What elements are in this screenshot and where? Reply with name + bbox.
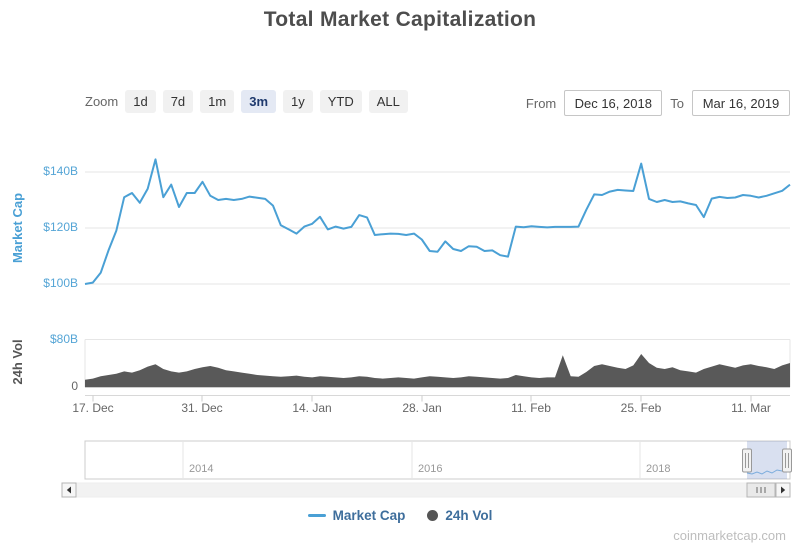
zoom-button-7d[interactable]: 7d [162, 90, 194, 113]
scrollbar-track[interactable] [75, 482, 777, 498]
navigator-handle-left[interactable] [742, 448, 752, 473]
zoom-button-1y[interactable]: 1y [283, 90, 313, 113]
xlabel-28jan: 28. Jan [402, 401, 441, 415]
scrollbar-right-arrow-button[interactable] [775, 482, 791, 498]
volume-axis-title: 24h Vol [10, 339, 25, 384]
ytick-140b: $140B [43, 164, 78, 178]
navigator-year-2016: 2016 [418, 463, 442, 475]
from-label: From [525, 95, 557, 111]
market-cap-line [84, 158, 791, 285]
scrollbar-thumb[interactable] [746, 482, 776, 498]
ytick-vol-80b: $80B [50, 332, 78, 346]
navigator-gridlines [182, 441, 641, 479]
zoom-button-1d[interactable]: 1d [125, 90, 156, 113]
xlabel-11mar: 11. Mar [731, 401, 771, 415]
ytick-vol-0: 0 [71, 379, 78, 393]
scrollbar-right-arrow-icon [781, 486, 786, 494]
volume-axis-labels: $80B 0 [50, 332, 78, 393]
to-date-input[interactable] [692, 90, 790, 116]
navigator-handle-left-body[interactable] [742, 448, 752, 473]
x-axis-labels: 17. Dec 31. Dec 14. Jan 28. Jan 11. Feb … [72, 401, 771, 415]
navigator-series-preview [746, 467, 788, 475]
volume-dot-marker-icon [427, 510, 439, 521]
navigator-year-labels: 2014 2016 2018 [189, 463, 670, 475]
x-axis-ticks [92, 395, 752, 402]
navigator-handle-right-body[interactable] [782, 448, 792, 473]
legend-label-24h-vol: 24h Vol [445, 508, 493, 523]
zoom-label: Zoom [85, 94, 119, 109]
to-label: To [670, 95, 684, 111]
watermark: coinmarketcap.com [673, 528, 786, 543]
zoom-button-ytd[interactable]: YTD [319, 90, 362, 113]
market-cap-axis-title: Market Cap [10, 193, 25, 263]
market-cap-gridlines [85, 171, 790, 285]
navigator-outline [84, 440, 791, 480]
xlabel-17dec: 17. Dec [72, 401, 113, 415]
from-date-input[interactable] [564, 90, 663, 116]
scrollbar-left-arrow-icon [66, 486, 71, 494]
legend: Market Cap 24h Vol [0, 508, 800, 523]
navigator-year-2018: 2018 [646, 463, 670, 475]
navigator-handle-right[interactable] [782, 448, 792, 473]
ytick-100b: $100B [43, 276, 78, 290]
navigator-year-2014: 2014 [189, 463, 213, 475]
market-cap-line-marker-icon [307, 514, 326, 517]
date-range-controls: From To [526, 90, 790, 116]
xlabel-31dec: 31. Dec [181, 401, 222, 415]
volume-area [85, 354, 790, 387]
zoom-button-all[interactable]: ALL [368, 90, 408, 113]
page-title: Total Market Capitalization [263, 8, 537, 31]
zoom-button-1m[interactable]: 1m [200, 90, 235, 113]
market-cap-axis-labels: $140B $120B $100B [43, 164, 78, 290]
xlabel-25feb: 25. Feb [621, 401, 662, 415]
xlabel-14jan: 14. Jan [292, 401, 331, 415]
zoom-controls: Zoom 1d 7d 1m 3m 1y YTD ALL [85, 90, 408, 113]
legend-item-market-cap[interactable]: Market Cap [307, 508, 406, 523]
ytick-120b: $120B [43, 220, 78, 234]
legend-item-24h-vol[interactable]: 24h Vol [427, 508, 492, 523]
navigator-selection-mask[interactable] [747, 441, 787, 479]
legend-label-market-cap: Market Cap [332, 508, 406, 523]
xlabel-11feb: 11. Feb [511, 401, 551, 415]
zoom-button-3m[interactable]: 3m [241, 90, 277, 113]
scrollbar-left-arrow-button[interactable] [61, 482, 77, 498]
